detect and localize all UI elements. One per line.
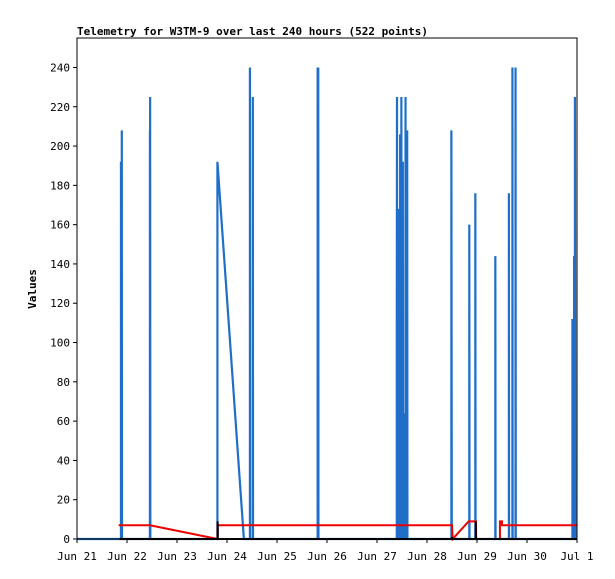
series-line-3 <box>119 521 577 540</box>
series-line-1 <box>77 67 577 541</box>
y-tick-label: 160 <box>50 219 70 232</box>
x-tick-label: Jun 24 <box>207 550 247 563</box>
y-tick-label: 140 <box>50 258 70 271</box>
plot-frame <box>76 37 578 540</box>
x-tick-label: Jun 30 <box>507 550 547 563</box>
y-axis-label: Values <box>26 269 39 309</box>
x-tick-label: Jun 25 <box>257 550 297 563</box>
x-tick-label: Jun 27 <box>357 550 397 563</box>
plot-layer <box>77 67 577 542</box>
x-tick-label: Jun 22 <box>107 550 147 563</box>
y-axis: 0 20 40 60 80 100 120 140 160 180 200 220 240 <box>50 61 77 546</box>
y-tick-label: 0 <box>63 533 70 546</box>
y-tick-label: 100 <box>50 337 70 350</box>
y-tick-label: 60 <box>57 415 70 428</box>
x-tick-label: Jul 1 <box>560 550 593 563</box>
y-tick-label: 180 <box>50 179 70 192</box>
y-tick-label: 220 <box>50 101 70 114</box>
y-tick-label: 200 <box>50 140 70 153</box>
x-tick-label: Jun 29 <box>457 550 497 563</box>
y-tick-label: 40 <box>57 454 70 467</box>
y-tick-label: 80 <box>57 376 70 389</box>
x-axis: Jun 21 Jun 22 Jun 23 Jun 24 Jun 25 Jun 26 Jun … <box>57 539 594 563</box>
x-tick-label: Jun 21 <box>57 550 97 563</box>
y-tick-label: 120 <box>50 297 70 310</box>
y-tick-label: 240 <box>50 61 70 74</box>
x-tick-label: Jun 23 <box>157 550 197 563</box>
chart-title: Telemetry for W3TM-9 over last 240 hours… <box>77 25 428 38</box>
y-tick-label: 20 <box>57 494 70 507</box>
x-tick-label: Jun 28 <box>407 550 447 563</box>
x-tick-label: Jun 26 <box>307 550 347 563</box>
